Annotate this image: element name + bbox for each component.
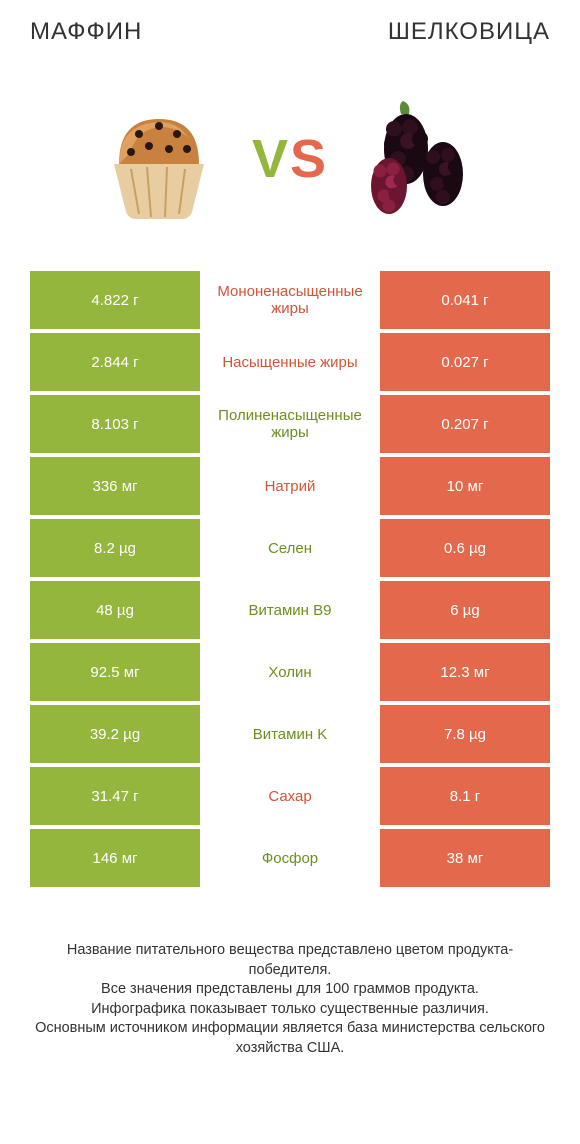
- muffin-icon: [89, 94, 229, 224]
- left-value-cell: 31.47 г: [30, 767, 200, 825]
- comparison-table: 4.822 гМононенасыщенные жиры0.041 г2.844…: [0, 271, 580, 887]
- table-row: 31.47 гСахар8.1 г: [30, 767, 550, 825]
- nutrient-label: Витамин B9: [200, 581, 380, 639]
- table-row: 4.822 гМононенасыщенные жиры0.041 г: [30, 271, 550, 329]
- right-value-cell: 12.3 мг: [380, 643, 550, 701]
- right-value-cell: 8.1 г: [380, 767, 550, 825]
- nutrient-label: Полиненасыщенные жиры: [200, 395, 380, 453]
- table-row: 8.103 гПолиненасыщенные жиры0.207 г: [30, 395, 550, 453]
- right-value-cell: 10 мг: [380, 457, 550, 515]
- right-product-title: ШЕЛКОВИЦА: [388, 18, 550, 46]
- left-value-cell: 8.2 µg: [30, 519, 200, 577]
- right-value-cell: 0.041 г: [380, 271, 550, 329]
- left-product-title: МАФФИН: [30, 18, 142, 46]
- left-value-cell: 336 мг: [30, 457, 200, 515]
- table-row: 336 мгНатрий10 мг: [30, 457, 550, 515]
- left-value-cell: 4.822 г: [30, 271, 200, 329]
- nutrient-label: Холин: [200, 643, 380, 701]
- vs-label: VS: [252, 128, 328, 190]
- table-row: 39.2 µgВитамин K7.8 µg: [30, 705, 550, 763]
- nutrient-label: Фосфор: [200, 829, 380, 887]
- mulberry-icon: [351, 94, 491, 224]
- right-value-cell: 6 µg: [380, 581, 550, 639]
- nutrient-label: Сахар: [200, 767, 380, 825]
- footnote-line: Все значения представлены для 100 граммо…: [30, 980, 550, 1000]
- right-value-cell: 0.6 µg: [380, 519, 550, 577]
- left-value-cell: 146 мг: [30, 829, 200, 887]
- table-row: 146 мгФосфор38 мг: [30, 829, 550, 887]
- table-row: 8.2 µgСелен0.6 µg: [30, 519, 550, 577]
- table-row: 2.844 гНасыщенные жиры0.027 г: [30, 333, 550, 391]
- left-value-cell: 39.2 µg: [30, 705, 200, 763]
- vs-s: S: [290, 129, 328, 189]
- right-product-image: [348, 86, 493, 231]
- vs-row: VS: [0, 56, 580, 271]
- right-value-cell: 38 мг: [380, 829, 550, 887]
- table-row: 48 µgВитамин B96 µg: [30, 581, 550, 639]
- left-value-cell: 2.844 г: [30, 333, 200, 391]
- right-value-cell: 7.8 µg: [380, 705, 550, 763]
- left-value-cell: 8.103 г: [30, 395, 200, 453]
- footnote-line: Основным источником информации является …: [30, 1019, 550, 1058]
- left-product-image: [87, 86, 232, 231]
- left-value-cell: 48 µg: [30, 581, 200, 639]
- nutrient-label: Мононенасыщенные жиры: [200, 271, 380, 329]
- footnote-line: Инфографика показывает только существенн…: [30, 1000, 550, 1020]
- footnote-line: Название питательного вещества представл…: [30, 941, 550, 980]
- header: МАФФИН ШЕЛКОВИЦА: [0, 0, 580, 56]
- table-row: 92.5 мгХолин12.3 мг: [30, 643, 550, 701]
- footnote: Название питательного вещества представл…: [0, 891, 580, 1058]
- nutrient-label: Витамин K: [200, 705, 380, 763]
- left-value-cell: 92.5 мг: [30, 643, 200, 701]
- nutrient-label: Селен: [200, 519, 380, 577]
- right-value-cell: 0.207 г: [380, 395, 550, 453]
- right-value-cell: 0.027 г: [380, 333, 550, 391]
- vs-v: V: [252, 129, 290, 189]
- nutrient-label: Насыщенные жиры: [200, 333, 380, 391]
- nutrient-label: Натрий: [200, 457, 380, 515]
